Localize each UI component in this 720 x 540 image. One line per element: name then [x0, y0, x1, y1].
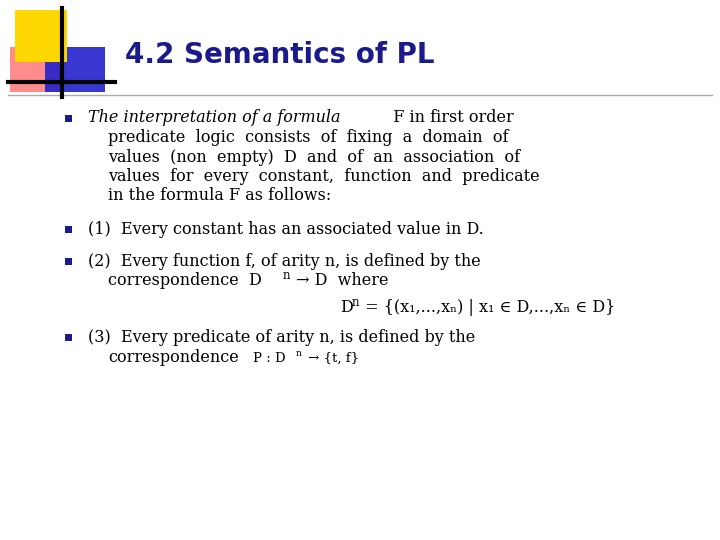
Text: n: n [352, 296, 359, 309]
FancyBboxPatch shape [45, 47, 105, 92]
Text: (2)  Every function f, of arity n, is defined by the: (2) Every function f, of arity n, is def… [88, 253, 481, 269]
FancyBboxPatch shape [65, 226, 71, 233]
Text: correspondence: correspondence [108, 348, 239, 366]
Text: 4.2 Semantics of PL: 4.2 Semantics of PL [125, 41, 434, 69]
Text: = {(x₁,...,xₙ) | x₁ ∈ D,...,xₙ ∈ D}: = {(x₁,...,xₙ) | x₁ ∈ D,...,xₙ ∈ D} [360, 300, 616, 316]
Text: values  for  every  constant,  function  and  predicate: values for every constant, function and … [108, 168, 539, 185]
FancyBboxPatch shape [15, 10, 67, 62]
Text: P : D: P : D [253, 352, 286, 365]
Text: correspondence  D: correspondence D [108, 272, 262, 289]
Text: predicate  logic  consists  of  fixing  a  domain  of: predicate logic consists of fixing a dom… [108, 129, 508, 146]
Text: D: D [340, 300, 353, 316]
Text: (3)  Every predicate of arity n, is defined by the: (3) Every predicate of arity n, is defin… [88, 329, 475, 346]
Text: → {t, f}: → {t, f} [304, 352, 359, 365]
FancyBboxPatch shape [65, 258, 71, 265]
Text: in the formula F as follows:: in the formula F as follows: [108, 187, 331, 205]
FancyBboxPatch shape [65, 334, 71, 341]
Text: n: n [283, 269, 290, 282]
Text: values  (non  empty)  D  and  of  an  association  of: values (non empty) D and of an associati… [108, 148, 520, 165]
Text: (1)  Every constant has an associated value in D.: (1) Every constant has an associated val… [88, 221, 484, 238]
FancyBboxPatch shape [10, 47, 62, 92]
Text: F in first order: F in first order [383, 110, 514, 126]
Text: n: n [296, 348, 302, 357]
FancyBboxPatch shape [65, 114, 71, 122]
Text: The interpretation of a formula: The interpretation of a formula [88, 110, 341, 126]
Text: → D  where: → D where [291, 272, 389, 289]
